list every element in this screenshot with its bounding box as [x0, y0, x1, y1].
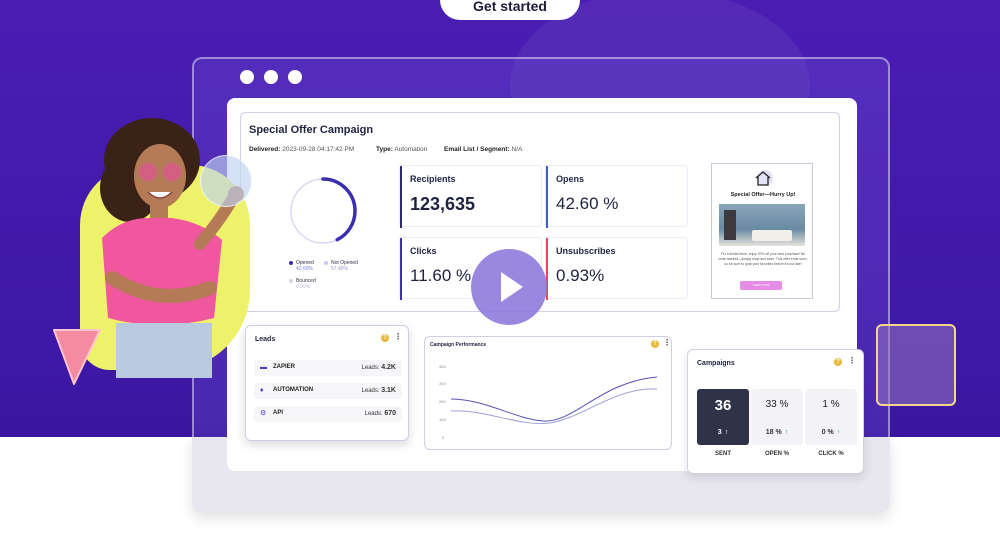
home-icon [755, 170, 773, 186]
series-line-1 [450, 376, 658, 422]
open-rate-label: OPEN % [764, 451, 789, 457]
leads-card: Leads ? ⋮ ▬ ZAPIER Leads: 4.2K ♦ AUTOMAT… [245, 325, 409, 441]
get-started-button[interactable]: Get started [440, 0, 580, 20]
y-tick-300: 300 [439, 381, 446, 386]
opens-donut-chart [289, 177, 357, 245]
y-tick-200: 200 [439, 399, 446, 404]
info-icon[interactable]: ? [651, 340, 659, 348]
window-dot-3 [288, 70, 302, 84]
lead-row-zapier[interactable]: ▬ ZAPIER Leads: 4.2K [254, 360, 402, 376]
arrow-up-icon: ↑ [784, 429, 789, 436]
click-rate-label: CLICK % [818, 451, 844, 457]
legend-dot-not-opened [324, 260, 328, 265]
y-tick-100: 100 [439, 417, 446, 422]
email-preview-button[interactable]: SHOP NOW [740, 281, 782, 290]
sofa-graphic [752, 230, 792, 241]
kebab-menu-icon[interactable]: ⋮ [848, 356, 856, 365]
campaigns-title: Campaigns [697, 360, 735, 367]
email-preview-body: For a limited time, enjoy 20% off your n… [718, 252, 808, 266]
arrow-up-icon: ↑ [724, 429, 729, 436]
recipients-stat: Recipients 123,635 [399, 165, 542, 228]
decorative-square [876, 324, 956, 406]
window-dot-1 [240, 70, 254, 84]
click-rate-box[interactable]: 1 % 0 % ↑ [805, 389, 857, 445]
legend-dot-bounced [289, 278, 293, 283]
window-dot-2 [264, 70, 278, 84]
legend-opened: Opened 42.60% [289, 260, 314, 272]
open-rate-box[interactable]: 33 % 18 % ↑ [751, 389, 803, 445]
delivered-meta: Delivered: 2023-09-28 04:17:42 PM [249, 146, 355, 153]
kebab-menu-icon[interactable]: ⋮ [663, 338, 671, 347]
performance-line-chart: 400 300 200 100 0 [439, 364, 658, 440]
kebab-menu-icon[interactable]: ⋮ [394, 332, 402, 341]
info-icon[interactable]: ? [834, 358, 842, 366]
email-preview[interactable]: Special Offer—Hurry Up! For a limited ti… [711, 163, 813, 299]
automation-icon: ♦ [260, 387, 264, 394]
lead-row-api[interactable]: ⚙ API Leads: 670 [254, 406, 402, 422]
sent-label: SENT [714, 451, 731, 457]
zapier-icon: ▬ [260, 364, 267, 371]
type-meta: Type: Automation [376, 146, 428, 153]
y-tick-0: 0 [442, 435, 445, 440]
legend-bounced: Bounced 0.00% [289, 278, 316, 290]
email-preview-title: Special Offer—Hurry Up! [730, 192, 796, 198]
lead-row-automation[interactable]: ♦ AUTOMATION Leads: 3.1K [254, 383, 402, 399]
play-icon [501, 272, 523, 302]
api-icon: ⚙ [260, 410, 267, 417]
series-line-2 [450, 388, 658, 425]
legend-not-opened: Not Opened 57.40% [324, 260, 358, 272]
performance-title: Campaign Performance [430, 342, 487, 348]
arrow-up-icon: ↑ [836, 429, 841, 436]
campaigns-card: Campaigns ? ⋮ 36 3 ↑ SENT 33 % 18 % ↑ OPEN… [687, 349, 864, 474]
info-icon[interactable]: ? [381, 334, 389, 342]
shelf-graphic [724, 210, 736, 240]
decorative-triangle [53, 329, 101, 385]
sent-box[interactable]: 36 3 ↑ [697, 389, 749, 445]
campaign-title: Special Offer Campaign [249, 124, 374, 136]
opens-stat: Opens 42.60 % [545, 165, 688, 228]
leads-title: Leads [255, 336, 276, 343]
decorative-glass-circle [200, 155, 252, 207]
person-illustration [100, 118, 244, 378]
play-video-button[interactable] [471, 249, 547, 325]
y-tick-400: 400 [439, 364, 446, 369]
unsubscribes-stat: Unsubscribes 0.93% [545, 237, 688, 300]
campaign-performance-card: Campaign Performance ? ⋮ 400 300 200 100… [424, 336, 672, 450]
legend-dot-opened [289, 260, 293, 265]
segment-meta: Email List / Segment: N/A [444, 146, 523, 153]
